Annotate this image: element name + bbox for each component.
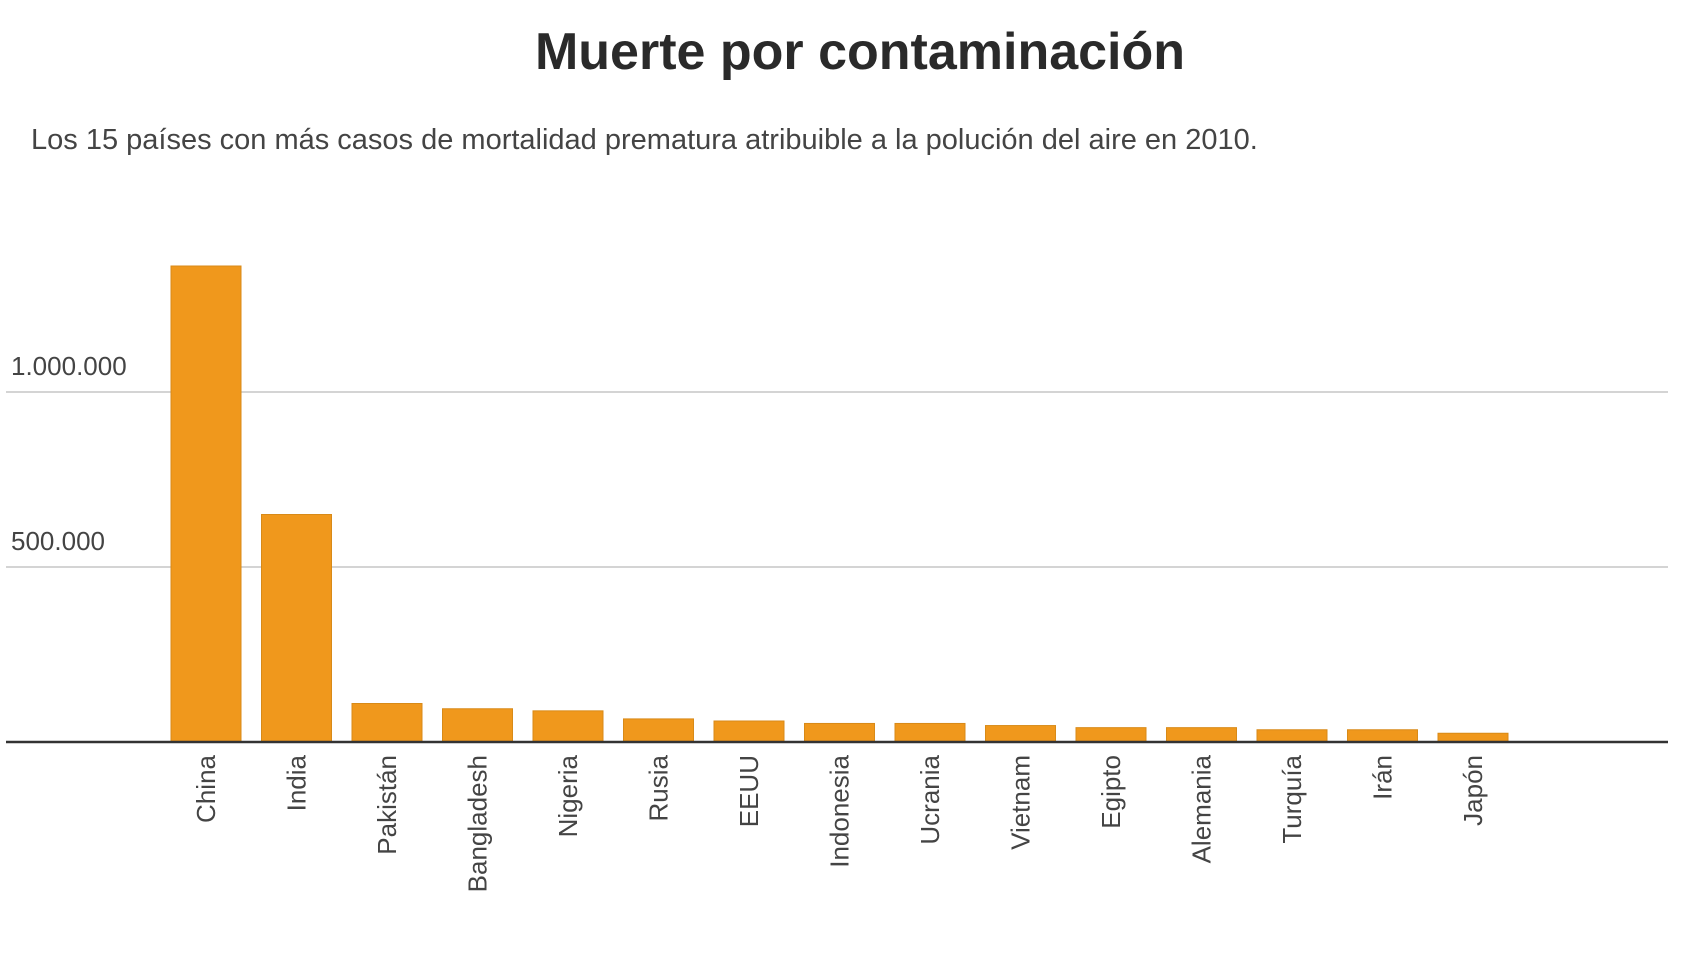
bar-nigeria [532, 710, 604, 743]
chart-subtitle: Los 15 países con más casos de mortalida… [31, 124, 1258, 156]
bar-irán [1347, 729, 1418, 743]
bar-indonesia [804, 722, 875, 743]
bar-ucrania [894, 722, 966, 743]
x-tick-label: Turquía [1277, 754, 1307, 843]
chart-title: Muerte por contaminación [534, 23, 1186, 81]
bar-india [261, 514, 332, 743]
bar-rusia [623, 718, 694, 743]
x-tick-label: India [282, 754, 312, 811]
bar-eeuu [713, 720, 785, 743]
bar-china [170, 265, 242, 743]
bar-pakistán [351, 703, 423, 743]
x-tick-label: Ucrania [915, 754, 945, 844]
x-tick-label: Vietnam [1006, 755, 1036, 850]
x-tick-label: EEUU [734, 755, 764, 827]
x-tick-label: Nigeria [553, 754, 583, 837]
y-tick-label: 1.000.000 [11, 351, 127, 381]
x-tick-label: Bangladesh [463, 755, 493, 892]
x-tick-label: Alemania [1187, 754, 1217, 863]
bar-japón [1437, 732, 1509, 743]
x-tick-label: Indonesia [825, 754, 855, 867]
x-tick-label: Egipto [1096, 755, 1126, 829]
y-tick-label: 500.000 [11, 526, 105, 556]
bar-bangladesh [442, 708, 513, 743]
bar-alemania [1166, 727, 1237, 743]
x-tick-label: Pakistán [372, 755, 402, 855]
x-tick-label: Rusia [644, 754, 674, 821]
x-tick-label: Irán [1368, 755, 1398, 800]
bar-turquía [1256, 729, 1328, 743]
x-tick-label: China [191, 754, 221, 822]
x-tick-label: Japón [1458, 755, 1488, 826]
bar-egipto [1075, 727, 1147, 743]
bar-vietnam [985, 725, 1056, 743]
